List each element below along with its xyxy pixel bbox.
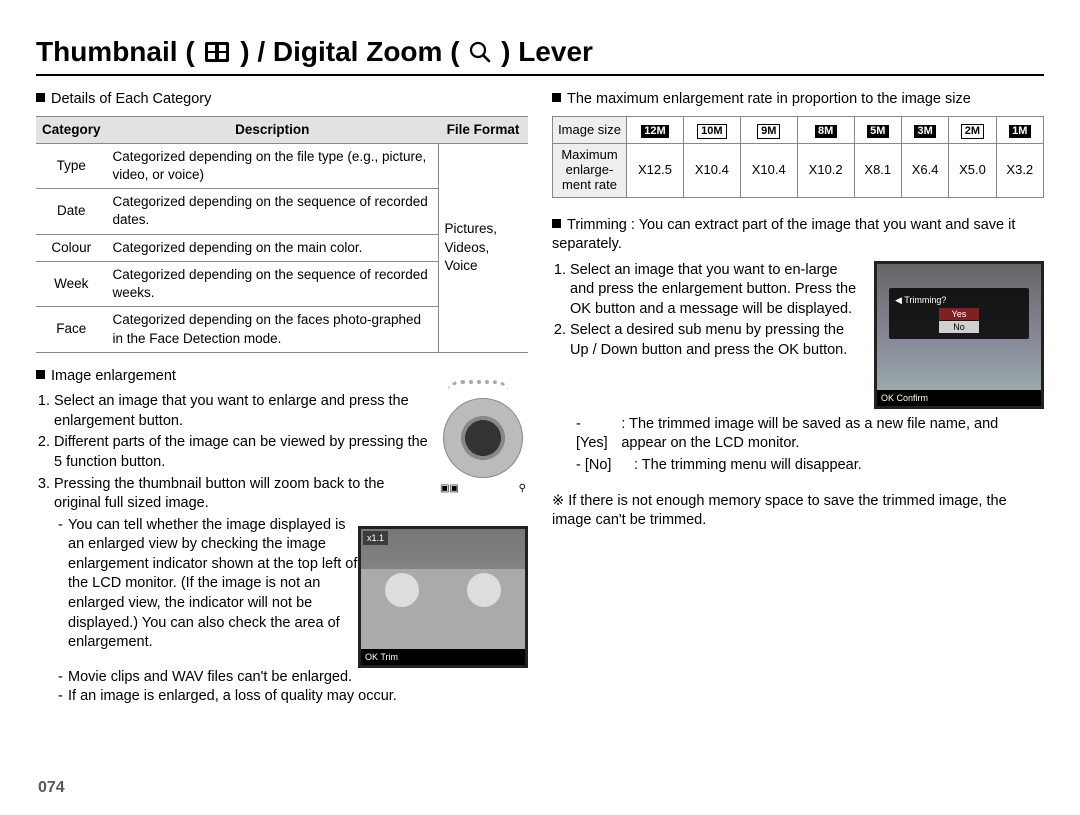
rate-table: Image size 12M 10M 9M 8M 5M 3M 2M 1M Max… — [552, 116, 1044, 198]
sub-note-2: Movie clips and WAV files can't be enlar… — [36, 668, 528, 688]
yesno-list: - [Yes] : The trimmed image will be save… — [552, 415, 1044, 476]
rate-6: X5.0 — [949, 143, 996, 197]
mp-2: 2M — [961, 124, 984, 139]
th-category: Category — [36, 116, 107, 143]
desc-date: Categorized depending on the sequence of… — [107, 189, 438, 234]
note-star-icon: ※ — [552, 493, 568, 509]
right-column: The maximum enlargement rate in proporti… — [552, 90, 1044, 707]
desc-colour: Categorized depending on the main color. — [107, 234, 438, 261]
sub-note-1: You can tell whether the image displayed… — [36, 516, 528, 653]
trim-lcd-preview: ◀ Trimming? Yes No OK Confirm — [874, 261, 1044, 409]
thumbnail-icon — [204, 41, 230, 63]
cat-face: Face — [36, 307, 107, 352]
rate-row-values: Maximum enlarge-ment rate X12.5 X10.4 X1… — [553, 143, 1044, 197]
trimming-header: Trimming : You can extract part of the i… — [552, 217, 1015, 253]
rate-7: X3.2 — [996, 143, 1043, 197]
mp-10: 10M — [697, 124, 726, 139]
thumbnail-small-icon: ▣▣ — [440, 482, 459, 496]
th-description: Description — [107, 116, 438, 143]
trim-foot-label: Confirm — [897, 393, 929, 403]
trim-dialog: ◀ Trimming? Yes No — [889, 288, 1029, 339]
zoom-lever-illustration: ▣▣ ⚲ — [438, 392, 528, 496]
table-row: Type Categorized depending on the file t… — [36, 143, 528, 188]
th-fileformat: File Format — [438, 116, 528, 143]
category-table: Category Description File Format Type Ca… — [36, 116, 528, 353]
mp-12: 12M — [641, 125, 668, 138]
yes-key: - [Yes] — [576, 415, 615, 454]
rate-4: X8.1 — [854, 143, 901, 197]
trim-dialog-title: Trimming? — [904, 295, 946, 305]
cat-date: Date — [36, 189, 107, 234]
memory-note: If there is not enough memory space to s… — [552, 493, 1007, 529]
page-number: 074 — [38, 779, 65, 797]
no-key: - [No] — [576, 456, 628, 476]
page-title: Thumbnail ( ) / Digital Zoom ( ) Lever — [36, 36, 1044, 76]
ok-icon: OK — [881, 393, 894, 403]
trim-option-yes[interactable]: Yes — [939, 308, 979, 320]
rate-label-max: Maximum enlarge-ment rate — [553, 143, 627, 197]
no-text: : The trimming menu will disappear. — [634, 456, 862, 476]
mp-8: 8M — [815, 125, 837, 138]
desc-week: Categorized depending on the sequence of… — [107, 261, 438, 306]
details-header: Details of Each Category — [51, 91, 211, 107]
lcd-foot-label: Trim — [380, 652, 398, 662]
desc-type: Categorized depending on the file type (… — [107, 143, 438, 188]
title-part-1: Thumbnail ( — [36, 36, 202, 68]
cat-week: Week — [36, 261, 107, 306]
enlarge-header: Image enlargement — [51, 368, 176, 384]
magnifier-icon — [469, 41, 491, 63]
yes-text: : The trimmed image will be saved as a n… — [621, 415, 1044, 454]
rate-row-sizes: Image size 12M 10M 9M 8M 5M 3M 2M 1M — [553, 116, 1044, 143]
max-rate-header: The maximum enlargement rate in proporti… — [567, 91, 971, 107]
rate-3: X10.2 — [797, 143, 854, 197]
trim-option-no[interactable]: No — [939, 321, 979, 333]
rate-0: X12.5 — [627, 143, 684, 197]
title-part-3: ) Lever — [493, 36, 593, 68]
mp-1: 1M — [1009, 125, 1031, 138]
ok-icon: OK — [365, 652, 378, 662]
file-format-cell: Pictures, Videos, Voice — [438, 143, 528, 352]
title-part-2: ) / Digital Zoom ( — [232, 36, 467, 68]
cat-colour: Colour — [36, 234, 107, 261]
desc-face: Categorized depending on the faces photo… — [107, 307, 438, 352]
rate-5: X6.4 — [901, 143, 948, 197]
cat-type: Type — [36, 143, 107, 188]
table-header-row: Category Description File Format — [36, 116, 528, 143]
rate-label-size: Image size — [553, 116, 627, 143]
rate-1: X10.4 — [683, 143, 740, 197]
left-column: Details of Each Category Category Descri… — [36, 90, 528, 707]
mp-5: 5M — [867, 125, 889, 138]
mp-9: 9M — [757, 124, 780, 139]
magnifier-small-icon: ⚲ — [519, 482, 526, 496]
sub-note-3: If an image is enlarged, a loss of quali… — [36, 687, 528, 707]
rate-2: X10.4 — [740, 143, 797, 197]
mp-3: 3M — [914, 125, 936, 138]
